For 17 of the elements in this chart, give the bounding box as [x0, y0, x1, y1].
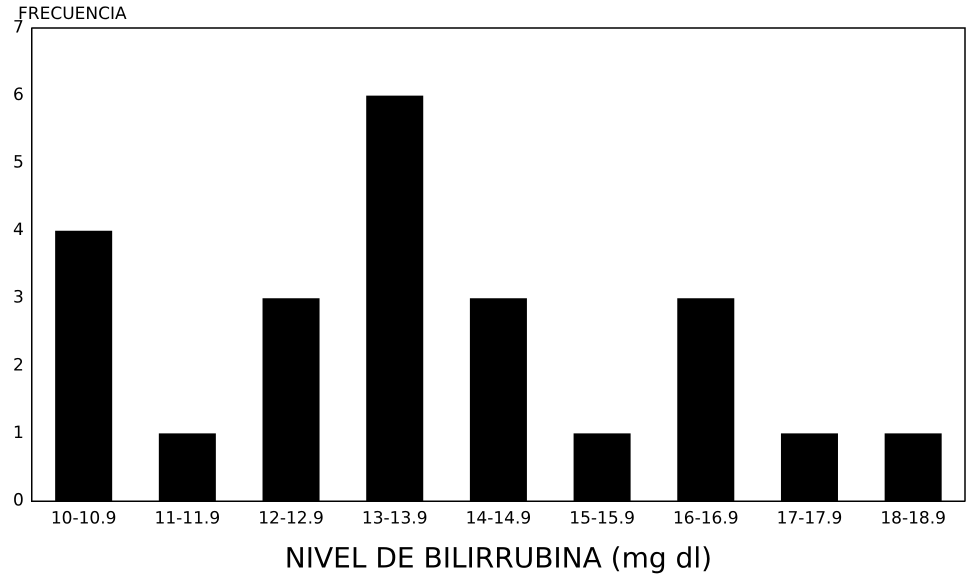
y-tick-label: 1	[12, 422, 24, 443]
x-tick-label: 18-18.9	[880, 508, 946, 529]
x-tick-label: 11-11.9	[154, 508, 220, 529]
y-tick-label: 6	[12, 84, 24, 105]
y-tick-label: 3	[12, 288, 24, 308]
y-tick-label: 5	[12, 152, 24, 173]
x-tick-label: 17-17.9	[776, 508, 842, 529]
y-tick-label: 4	[12, 220, 24, 240]
x-tick-label: 10-10.9	[50, 508, 116, 529]
x-tick-label: 14-14.9	[466, 508, 532, 529]
x-tick-label: 12-12.9	[258, 508, 324, 529]
y-tick-label: 2	[12, 355, 24, 376]
x-tick-label: 15-15.9	[569, 508, 635, 529]
x-tick-label: 13-13.9	[362, 508, 428, 529]
y-tick-label: 0	[12, 490, 24, 510]
x-axis-title: NIVEL DE BILIRRUBINA (mg dl)	[284, 541, 712, 574]
x-tick-label: 16-16.9	[672, 508, 739, 529]
